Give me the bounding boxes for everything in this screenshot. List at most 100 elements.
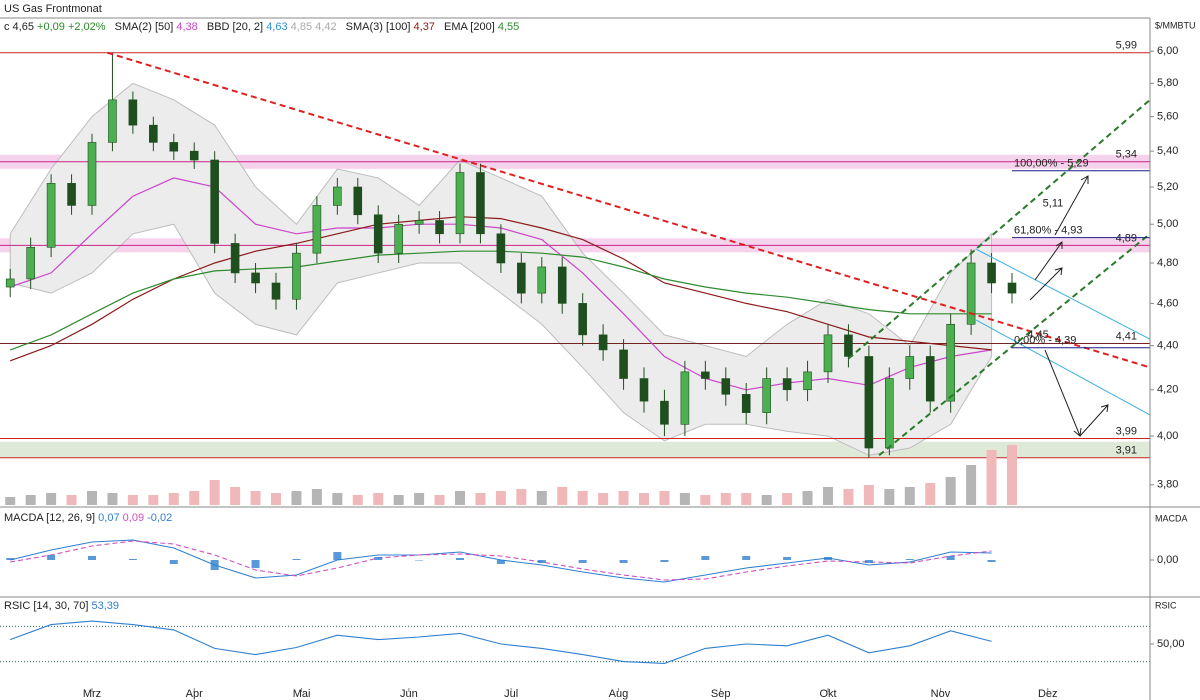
x-tick-label: Mrz — [83, 688, 101, 700]
candle-body — [741, 394, 751, 413]
volume-bar — [986, 450, 997, 505]
candle-body — [966, 262, 976, 325]
legend-series: SMA(3) [100] — [346, 21, 411, 33]
y-tick-label: 5,80 — [1157, 77, 1178, 89]
candle-body — [333, 186, 342, 206]
candle-body — [701, 371, 710, 379]
volume-bar — [904, 487, 915, 505]
trendline — [107, 51, 1151, 369]
legend-series: EMA [200] — [444, 21, 495, 33]
candle-body — [128, 99, 138, 126]
trendline — [847, 99, 1151, 360]
volume-bar — [87, 491, 97, 505]
legend-value: 0,09 — [123, 512, 144, 524]
volume-bar — [5, 497, 16, 505]
candle-body — [987, 262, 996, 284]
y-axis-label: MACDA — [1155, 513, 1188, 523]
level-label: 3,91 — [1116, 445, 1137, 457]
volume-bar — [107, 493, 118, 505]
histogram-bar — [251, 560, 260, 568]
legend-series: BBD [20, 2] — [207, 21, 263, 33]
x-tick-label: Aug — [609, 688, 629, 700]
histogram-bar — [47, 555, 56, 560]
candle-body — [557, 266, 567, 304]
histogram-bar — [292, 559, 301, 560]
histogram-bar — [660, 560, 669, 562]
volume-bar — [761, 495, 772, 505]
histogram-bar — [210, 560, 219, 570]
legend-change-pct: +2,02% — [68, 21, 106, 33]
y-tick-label: 6,00 — [1157, 45, 1178, 57]
volume-bar — [209, 480, 220, 505]
candle-body — [108, 99, 117, 143]
candle-body — [578, 303, 587, 336]
y-tick-label: 5,60 — [1157, 111, 1178, 123]
y-tick-label: 4,40 — [1157, 340, 1178, 352]
legend-change: +0,09 — [37, 21, 65, 33]
volume-bar — [639, 493, 649, 505]
histogram-bar — [374, 557, 383, 560]
arrow — [1054, 175, 1089, 236]
legend-value: -0,02 — [147, 512, 172, 524]
candle-body — [210, 159, 219, 244]
legend-close: c 4,65 — [4, 21, 34, 33]
candle-body — [67, 183, 76, 206]
volume-bar — [25, 495, 36, 505]
volume-bar — [843, 489, 854, 505]
y-tick-label: 5,20 — [1157, 181, 1178, 193]
legend: c 4,65 +0,09 +2,02% SMA(2) [50] 4,38 BBD… — [4, 21, 519, 33]
trendline — [878, 233, 1151, 457]
volume-bar — [311, 489, 322, 505]
x-tick-label: Apr — [186, 688, 203, 700]
histogram-bar — [456, 558, 464, 560]
candle-body — [598, 334, 608, 351]
candle-body — [353, 186, 363, 216]
candle-body — [517, 262, 526, 294]
volume-bar — [414, 493, 425, 505]
legend-value: 4,42 — [315, 21, 336, 33]
histogram-bar — [88, 556, 96, 560]
volume-bar — [352, 495, 363, 505]
histogram-bar — [783, 557, 792, 560]
candle-body — [639, 378, 649, 402]
volume-bar — [1007, 445, 1017, 505]
volume-bar — [659, 491, 670, 505]
volume-bar — [291, 491, 302, 505]
candle-body — [619, 349, 628, 379]
candle-body — [149, 124, 158, 143]
level-band — [0, 441, 1150, 458]
candle-body — [844, 334, 853, 357]
volume-bar — [127, 495, 138, 505]
candle-body — [251, 272, 260, 284]
legend-value: 4,37 — [414, 21, 435, 33]
candle-body — [496, 233, 506, 264]
candle-body — [312, 205, 322, 254]
candle-body — [5, 278, 15, 288]
y-tick-label: 4,20 — [1157, 384, 1178, 396]
volume-bar — [495, 491, 506, 505]
series-line — [10, 620, 992, 664]
level-label: 4,89 — [1116, 232, 1137, 244]
candle-body — [660, 400, 669, 425]
legend-series: RSIC [14, 30, 70] — [4, 600, 88, 612]
volume-bar — [618, 491, 629, 505]
legend-value: 0,07 — [98, 512, 119, 524]
candle-body — [803, 371, 812, 391]
candle-body — [782, 378, 792, 391]
fib-label: 0,00% - 4,39 — [1014, 335, 1076, 347]
annotation: 4,45 — [1027, 329, 1048, 341]
volume-bar — [536, 491, 547, 505]
legend-series: SMA(2) [50] — [115, 21, 174, 33]
histogram-bar — [169, 560, 178, 564]
candle-body — [435, 220, 444, 235]
candle-body — [87, 142, 97, 206]
volume-bar — [230, 487, 241, 505]
plot-layer: 6,00 5,80 5,60 5,40 5,20 5,00 4,80 4,60 4,40 4,20… — [0, 40, 1185, 700]
volume-bar — [332, 493, 343, 505]
level-label: 5,99 — [1116, 40, 1137, 52]
legend-value: 4,85 — [291, 21, 312, 33]
volume-bar — [966, 465, 977, 505]
candle-body — [189, 150, 199, 161]
volume-bar — [945, 477, 956, 505]
x-tick-label: Mai — [293, 688, 311, 700]
